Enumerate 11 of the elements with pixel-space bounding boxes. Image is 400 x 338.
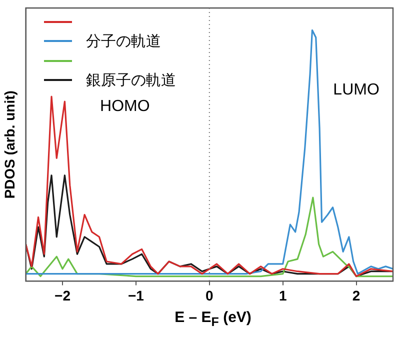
annotation: LUMO bbox=[333, 81, 380, 98]
legend-label: 分子の軌道 bbox=[86, 32, 161, 50]
x-tick-label: 2 bbox=[352, 287, 360, 304]
x-tick-label: −2 bbox=[54, 287, 71, 304]
annotation: HOMO bbox=[100, 98, 150, 115]
x-axis-title: E – E$_{F}$ (eV) bbox=[174, 309, 252, 329]
x-tick-label: 1 bbox=[278, 287, 287, 304]
y-axis-title: PDOS (arb. unit) bbox=[1, 90, 18, 199]
x-tick-label: 0 bbox=[206, 287, 214, 304]
legend-label: 銀原子の軌道 bbox=[86, 72, 176, 88]
x-tick-label: −1 bbox=[128, 287, 144, 304]
